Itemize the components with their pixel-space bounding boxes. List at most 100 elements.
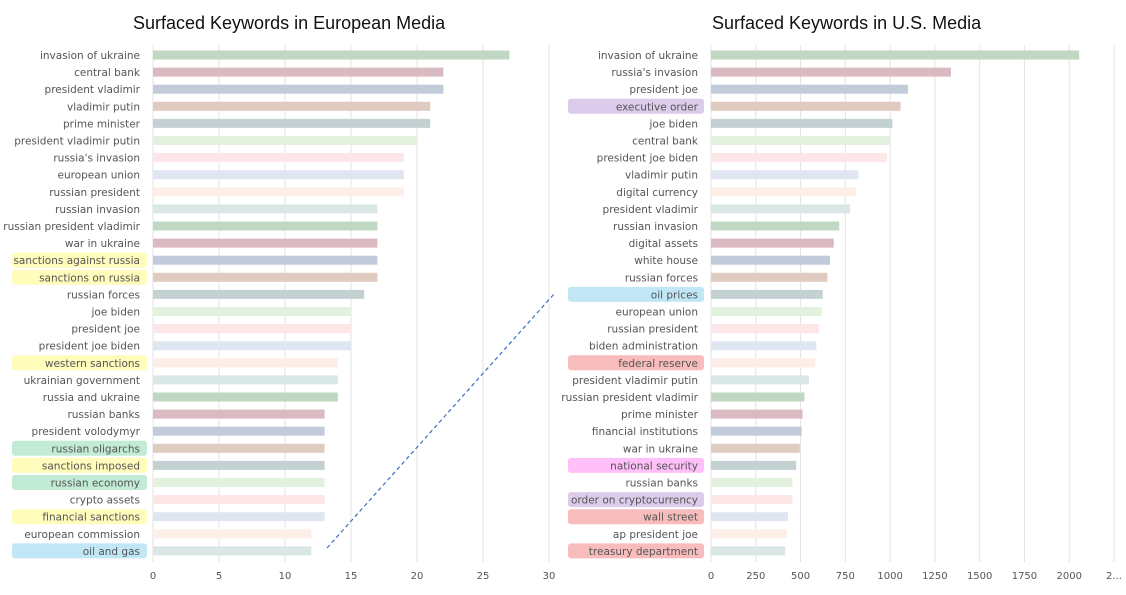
right-bar (711, 478, 793, 487)
right-bar (711, 546, 786, 556)
right-category-label: russian president (607, 324, 698, 336)
left-bar (153, 67, 444, 77)
left-x-tick-label: 25 (477, 571, 490, 582)
right-category-label: invasion of ukraine (598, 50, 698, 62)
right-category-label: president joe biden (597, 153, 698, 165)
left-category-label: oil and gas (83, 546, 140, 558)
right-x-tick-label: 1000 (877, 571, 902, 582)
left-bar (153, 341, 351, 351)
left-category-label: russian president (49, 187, 140, 199)
right-bar (711, 255, 831, 265)
left-category-label: financial sanctions (42, 512, 140, 524)
left-label-highlight (12, 457, 147, 473)
right-category-label: oil prices (651, 289, 698, 301)
right-category-label: russian invasion (613, 221, 698, 233)
right-label-highlight (568, 509, 704, 525)
right-category-label: wall street (643, 512, 698, 524)
right-x-tick-label: 750 (836, 571, 855, 582)
left-label-highlight (12, 543, 147, 559)
right-label-highlight (568, 543, 704, 559)
left-x-tick-label: 15 (345, 571, 358, 582)
right-bar (711, 307, 822, 316)
right-bar (711, 187, 856, 197)
left-label-highlight (12, 475, 147, 490)
connector-line (326, 293, 555, 549)
right-category-label: russian president vladimir (561, 392, 698, 404)
left-category-label: european union (58, 170, 140, 182)
right-bar (711, 153, 887, 163)
right-category-label: russian forces (625, 272, 698, 284)
right-x-tick-label: 2... (1106, 571, 1122, 582)
right-category-label: order on cryptocurrency (571, 495, 698, 507)
left-bar (153, 84, 444, 94)
left-category-label: russian invasion (55, 204, 140, 216)
left-category-label: russian economy (51, 478, 140, 490)
left-category-label: president vladimir (45, 84, 141, 96)
right-bar (711, 375, 810, 385)
right-bar (711, 84, 908, 94)
left-bar (153, 409, 325, 419)
right-category-label: president joe (629, 84, 698, 96)
right-category-label: president vladimir putin (572, 375, 698, 387)
right-category-label: federal reserve (618, 358, 698, 370)
right-category-label: ap president joe (613, 529, 698, 541)
left-label-highlight (12, 252, 147, 268)
right-category-label: treasury department (589, 546, 698, 558)
left-bar (153, 392, 338, 402)
left-category-label: president vladimir putin (14, 136, 140, 148)
left-bar (153, 375, 338, 385)
left-bar (153, 529, 312, 539)
left-x-tick-label: 30 (543, 571, 556, 582)
right-bar (711, 460, 797, 470)
left-category-label: western sanctions (45, 358, 140, 370)
left-category-label: president joe (71, 324, 140, 336)
left-bar (153, 478, 325, 487)
right-bar (711, 204, 851, 214)
right-x-tick-label: 500 (791, 571, 810, 582)
left-category-label: european commission (24, 529, 140, 541)
left-category-label: russian forces (67, 289, 140, 301)
right-label-highlight (568, 286, 704, 302)
left-category-label: russia's invasion (53, 153, 140, 165)
left-bar (153, 136, 417, 145)
left-label-highlight (12, 269, 147, 285)
left-bar (153, 324, 351, 334)
right-category-label: national security (610, 460, 698, 472)
right-label-highlight (568, 492, 704, 508)
right-bar (711, 409, 803, 419)
right-label-highlight (568, 457, 704, 473)
left-bar (153, 289, 365, 299)
right-x-tick-label: 2000 (1056, 571, 1081, 582)
left-bar (153, 512, 325, 522)
right-bar (711, 118, 893, 128)
left-bar (153, 153, 404, 163)
right-category-label: russia's invasion (611, 67, 698, 79)
right-bar (711, 238, 834, 248)
right-bar (711, 358, 816, 368)
right-bar (711, 101, 901, 111)
left-category-label: joe biden (90, 307, 140, 319)
left-category-label: sanctions against russia (13, 255, 140, 267)
left-bar (153, 221, 378, 231)
left-label-highlight (12, 440, 147, 456)
right-category-label: executive order (616, 101, 699, 113)
right-x-tick-label: 1500 (967, 571, 992, 582)
left-x-tick-label: 0 (150, 571, 156, 582)
right-x-tick-label: 250 (746, 571, 765, 582)
left-category-label: vladimir putin (67, 101, 140, 113)
left-bar (153, 443, 325, 453)
right-x-tick-label: 1250 (922, 571, 947, 582)
right-chart-title: Surfaced Keywords in U.S. Media (712, 13, 982, 33)
left-category-label: central bank (74, 67, 141, 79)
right-bar (711, 495, 793, 505)
left-label-highlight (12, 355, 147, 371)
left-bar (153, 307, 351, 316)
left-x-tick-label: 20 (411, 571, 424, 582)
left-bar (153, 101, 431, 111)
left-bar (153, 460, 325, 470)
left-category-label: russian oligarchs (51, 443, 140, 455)
right-category-label: white house (634, 255, 698, 267)
right-bar (711, 426, 802, 436)
left-bar (153, 495, 325, 505)
right-bar (711, 67, 951, 77)
